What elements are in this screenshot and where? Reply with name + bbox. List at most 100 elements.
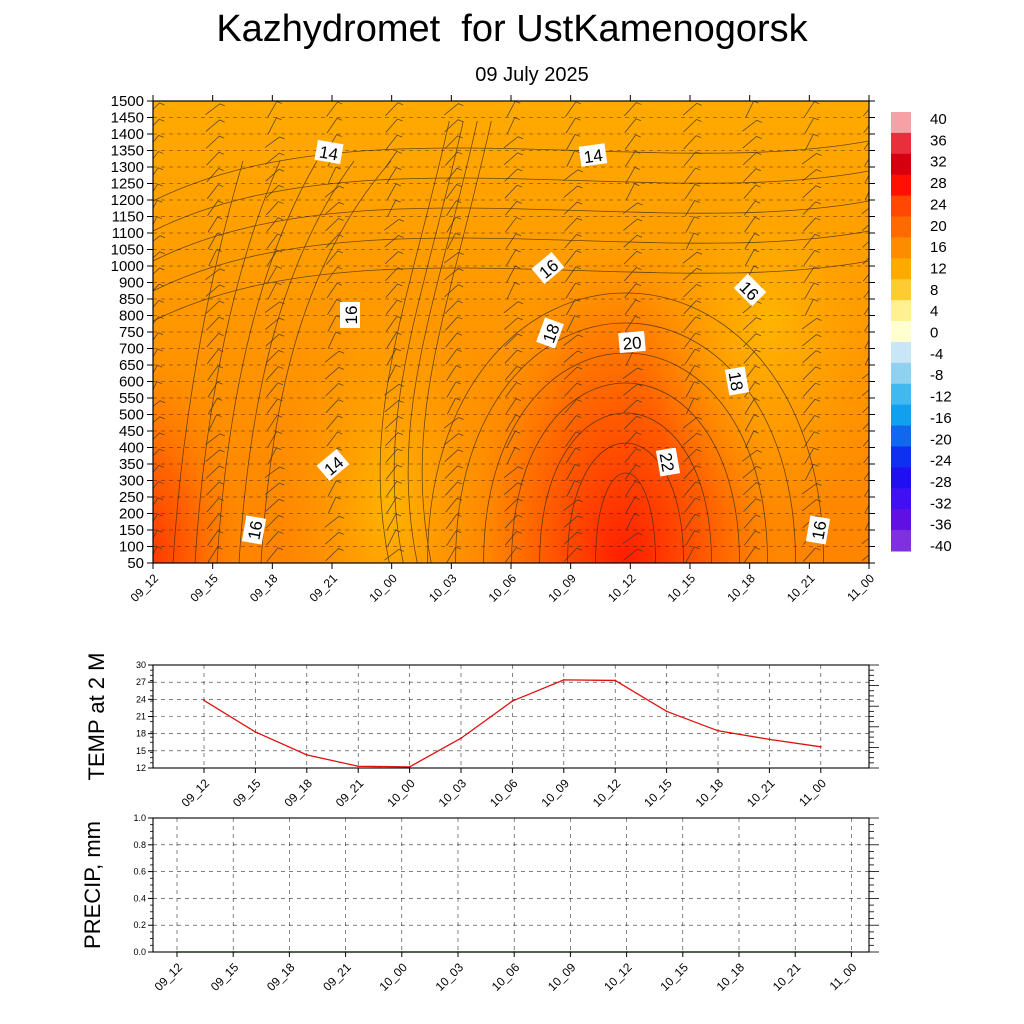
wind-barb bbox=[744, 398, 760, 415]
wind-barb bbox=[503, 136, 524, 149]
wind-barb bbox=[801, 153, 822, 165]
chart-title: Kazhydromet for UstKamenogorsk bbox=[216, 8, 808, 50]
wind-barb bbox=[326, 282, 343, 299]
wind-barb bbox=[386, 315, 402, 332]
contour-label-box bbox=[618, 330, 646, 354]
wind-barb bbox=[685, 200, 700, 217]
wind-barb bbox=[153, 448, 165, 457]
wind-barb bbox=[804, 298, 819, 316]
wind-barb bbox=[385, 432, 404, 447]
wind-barb bbox=[504, 333, 523, 347]
wind-barb bbox=[803, 414, 820, 431]
x-tick-label: 10_21 bbox=[744, 776, 778, 810]
wind-barb bbox=[206, 184, 224, 200]
wind-barb bbox=[624, 118, 642, 133]
wind-barb bbox=[862, 108, 869, 117]
colorbar-swatch bbox=[891, 174, 911, 197]
wind-barb bbox=[444, 284, 464, 298]
wind-barb bbox=[445, 183, 462, 200]
contour-label-box bbox=[314, 139, 344, 165]
wind-barb bbox=[862, 273, 869, 282]
wind-barb bbox=[624, 464, 641, 480]
wind-barb bbox=[504, 530, 522, 546]
wind-barb bbox=[446, 232, 461, 250]
wind-barb bbox=[564, 233, 582, 249]
y-tick-label: 750 bbox=[119, 324, 144, 341]
contour-label: 14 bbox=[578, 143, 608, 167]
y-axis-label: PRECIP, mm bbox=[80, 821, 105, 949]
colorbar-swatch bbox=[891, 383, 911, 406]
colorbar-swatch bbox=[891, 446, 911, 468]
x-tick-label: 10_15 bbox=[665, 571, 699, 605]
wind-barb bbox=[744, 216, 760, 233]
wind-barb bbox=[744, 546, 760, 563]
wind-barb bbox=[503, 152, 523, 165]
wind-barb bbox=[566, 150, 580, 168]
x-tick-label: 09_21 bbox=[333, 776, 367, 810]
y-tick-label: 100 bbox=[119, 539, 144, 556]
wind-barb bbox=[564, 547, 583, 562]
wind-barb bbox=[565, 298, 581, 316]
contour-line bbox=[511, 382, 740, 563]
wind-barb bbox=[153, 151, 164, 160]
contour-label: 18 bbox=[725, 366, 750, 396]
wind-barb bbox=[265, 498, 285, 512]
wind-barb bbox=[683, 316, 701, 331]
wind-barb bbox=[153, 432, 165, 440]
y-tick-label: 12 bbox=[136, 763, 146, 773]
wind-barb bbox=[804, 463, 819, 481]
wind-barb bbox=[444, 465, 463, 479]
contour-line bbox=[421, 120, 492, 563]
chart-subtitle: 09 July 2025 bbox=[475, 64, 589, 86]
wind-barb bbox=[504, 200, 522, 216]
contour-label-text: 14 bbox=[583, 146, 604, 167]
wind-barb bbox=[153, 513, 163, 523]
wind-barb bbox=[153, 299, 164, 308]
wind-barb bbox=[804, 431, 820, 448]
wind-barb bbox=[153, 529, 163, 540]
wind-barb bbox=[625, 496, 640, 514]
wind-barb bbox=[683, 284, 702, 298]
wind-barb bbox=[564, 398, 582, 414]
wind-barb bbox=[563, 366, 583, 380]
contour-line bbox=[153, 200, 869, 262]
wind-barb bbox=[684, 332, 701, 348]
wind-barb bbox=[803, 382, 821, 397]
x-tick-label: 09_18 bbox=[247, 571, 281, 605]
wind-barb bbox=[265, 317, 285, 330]
contour-line bbox=[194, 160, 281, 563]
wind-barb bbox=[386, 167, 402, 184]
data-point bbox=[305, 753, 308, 756]
y-tick-label: 21 bbox=[136, 712, 146, 722]
x-tick-label: 10_18 bbox=[693, 776, 727, 810]
colorbar-label: 0 bbox=[930, 325, 938, 342]
wind-barb bbox=[565, 133, 581, 151]
wind-barb bbox=[153, 464, 164, 473]
wind-barb bbox=[326, 266, 343, 282]
contour-label: 20 bbox=[618, 330, 646, 354]
wind-barb bbox=[564, 415, 582, 431]
contour-label-box bbox=[805, 515, 831, 545]
wind-barb bbox=[153, 102, 165, 110]
wind-barb bbox=[265, 514, 284, 529]
y-tick-label: 450 bbox=[119, 423, 144, 440]
wind-barb bbox=[622, 532, 643, 544]
wind-barb bbox=[622, 202, 643, 214]
wind-barb bbox=[326, 431, 343, 447]
x-tick-label: 11_00 bbox=[827, 960, 860, 993]
wind-barb bbox=[622, 367, 643, 379]
contour-label-text: 16 bbox=[244, 519, 266, 541]
wind-barb bbox=[564, 217, 583, 232]
data-point bbox=[614, 679, 617, 682]
wind-barb bbox=[206, 349, 224, 365]
colorbar-label: 24 bbox=[930, 196, 947, 213]
wind-barb bbox=[624, 134, 641, 150]
y-tick-label: 350 bbox=[119, 456, 144, 473]
wind-barb bbox=[685, 216, 700, 233]
y-tick-label: 150 bbox=[119, 522, 144, 539]
colorbar-label: 28 bbox=[930, 175, 947, 192]
y-tick-label: 15 bbox=[136, 746, 146, 756]
wind-barb bbox=[743, 530, 761, 546]
wind-barb bbox=[153, 183, 163, 193]
contour-line bbox=[153, 230, 869, 292]
